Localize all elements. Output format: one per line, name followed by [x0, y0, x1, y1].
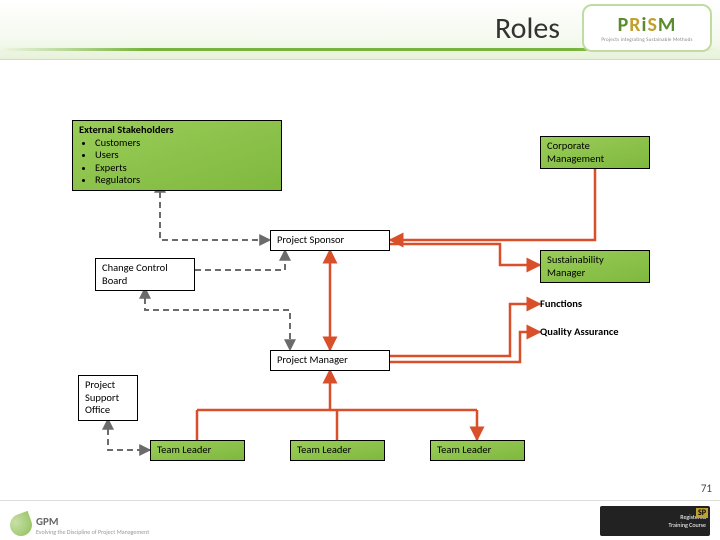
prism-logo: PRiSM Projects integrating Sustainable M…	[582, 4, 712, 52]
sp-badge: SP	[696, 508, 708, 518]
team-leader-2-box: Team Leader	[290, 440, 385, 461]
team-leader-3-box: Team Leader	[430, 440, 525, 461]
project-manager-box: Project Manager	[270, 350, 390, 371]
footer-bar: GPM Evolving the Discipline of Project M…	[0, 500, 720, 540]
project-sponsor-box: Project Sponsor	[270, 230, 390, 251]
external-item: Users	[95, 149, 275, 162]
page-title: Roles	[0, 10, 560, 47]
page-number: 71	[701, 482, 712, 495]
external-item: Customers	[95, 137, 275, 150]
gpm-logo: GPM Evolving the Discipline of Project M…	[10, 514, 149, 536]
functions-label: Functions	[540, 298, 650, 312]
team-leader-1-box: Team Leader	[150, 440, 245, 461]
external-list: CustomersUsersExpertsRegulators	[95, 137, 275, 187]
sustainability-manager-box: SustainabilityManager	[540, 250, 650, 283]
external-stakeholders-box: External Stakeholders CustomersUsersExpe…	[72, 120, 282, 191]
quality-assurance-label: Quality Assurance	[540, 326, 660, 340]
external-item: Regulators	[95, 174, 275, 187]
corporate-management-box: CorporateManagement	[540, 136, 650, 169]
leaf-icon	[7, 511, 35, 539]
external-heading: External Stakeholders	[79, 124, 275, 137]
ipma-badge: SP Registered Training Course	[600, 506, 710, 536]
project-support-office-box: ProjectSupportOffice	[78, 375, 138, 421]
change-control-board-box: Change ControlBoard	[95, 258, 195, 291]
prism-tagline: Projects integrating Sustainable Methods	[601, 37, 692, 43]
